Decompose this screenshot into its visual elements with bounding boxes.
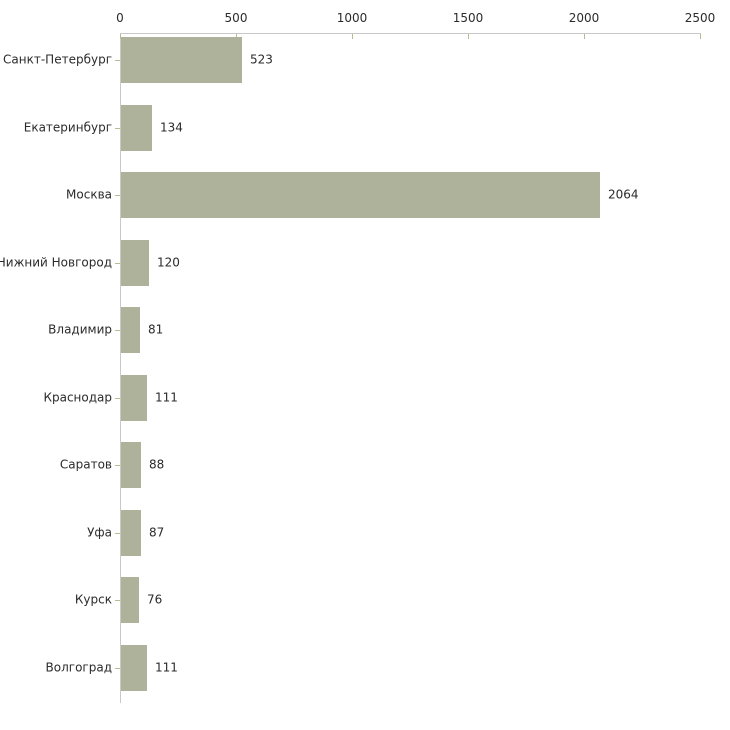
x-axis-line <box>120 33 701 34</box>
x-tick-mark <box>700 34 701 39</box>
x-tick-mark <box>352 34 353 39</box>
category-label: Курск <box>74 592 112 607</box>
y-tick-mark <box>115 128 120 129</box>
category-label: Краснодар <box>43 390 112 404</box>
value-label: 81 <box>148 322 164 337</box>
value-label: 120 <box>157 255 180 269</box>
bar <box>121 307 140 353</box>
y-tick-mark <box>115 195 120 196</box>
value-label: 76 <box>147 592 163 607</box>
bar <box>121 104 152 151</box>
bar <box>121 239 149 286</box>
bar <box>121 374 147 421</box>
x-tick-mark <box>236 34 237 39</box>
value-label: 134 <box>160 120 183 134</box>
y-tick-mark <box>115 465 120 466</box>
y-tick-mark <box>115 398 120 399</box>
category-label: Екатеринбург <box>23 120 112 134</box>
x-tick-mark <box>120 34 121 39</box>
category-label: Нижний Новгород <box>0 255 112 269</box>
x-tick-mark <box>468 34 469 39</box>
category-label: Владимир <box>48 322 112 337</box>
value-label: 111 <box>155 660 178 674</box>
bar <box>121 509 141 556</box>
category-label: Саратов <box>59 457 112 472</box>
x-tick-label: 2000 <box>568 11 600 25</box>
y-tick-mark <box>115 668 120 669</box>
bar <box>121 37 242 83</box>
y-axis-line <box>120 33 121 703</box>
x-tick-label: 2500 <box>684 11 716 25</box>
category-label: Санкт-Петербург <box>3 52 112 67</box>
value-label: 2064 <box>608 187 639 202</box>
x-tick-mark <box>584 34 585 39</box>
y-tick-mark <box>115 60 120 61</box>
value-label: 88 <box>149 457 165 472</box>
x-tick-label: 1000 <box>336 11 368 25</box>
category-label: Волгоград <box>45 660 112 674</box>
bar <box>121 442 141 488</box>
value-label: 111 <box>155 390 178 404</box>
value-label: 87 <box>149 525 165 539</box>
category-label: Москва <box>66 187 112 202</box>
category-label: Уфа <box>87 525 112 539</box>
y-tick-mark <box>115 330 120 331</box>
bar <box>121 644 147 691</box>
bar <box>121 172 600 218</box>
x-tick-label: 0 <box>116 11 124 25</box>
x-tick-label: 1500 <box>452 11 484 25</box>
y-tick-mark <box>115 263 120 264</box>
bar <box>121 577 139 623</box>
y-tick-mark <box>115 600 120 601</box>
x-tick-label: 500 <box>224 11 248 25</box>
value-label: 523 <box>250 52 273 67</box>
y-tick-mark <box>115 533 120 534</box>
